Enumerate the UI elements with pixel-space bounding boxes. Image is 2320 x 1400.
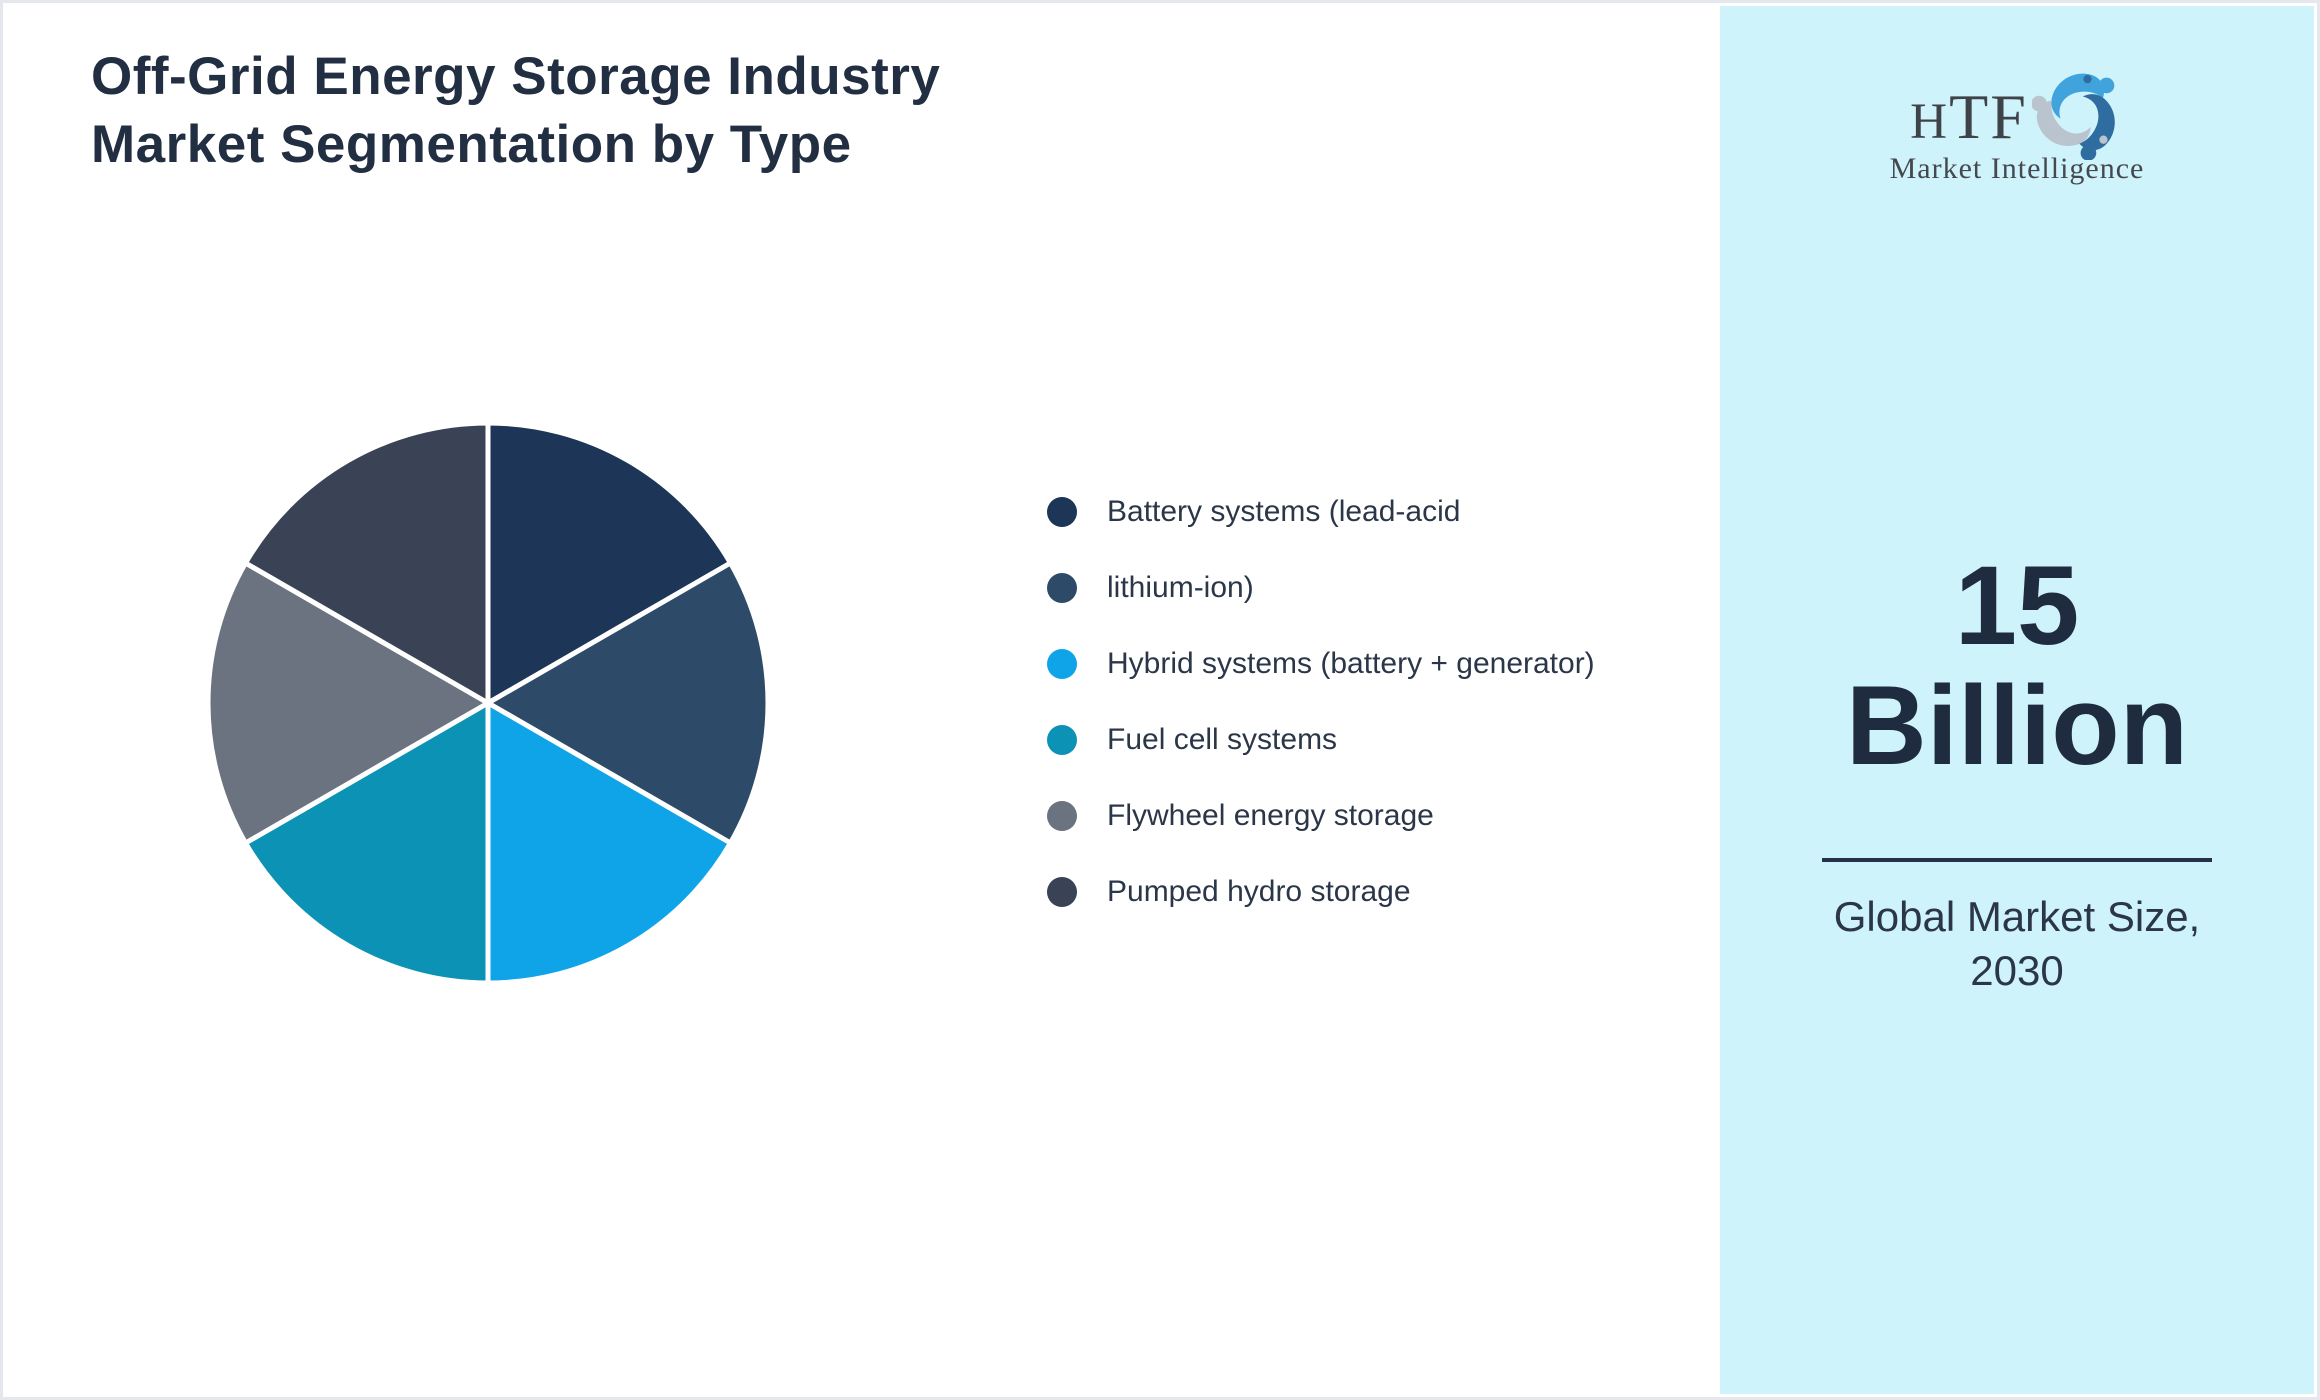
market-size-caption: Global Market Size, 2030 xyxy=(1720,890,2314,998)
market-size-caption-line-2: 2030 xyxy=(1970,947,2064,994)
legend-label: Flywheel energy storage xyxy=(1107,799,1434,832)
htf-logo-subtext: Market Intelligence xyxy=(1889,152,2145,185)
pie-slice-1 xyxy=(485,420,733,706)
legend-label: Battery systems (lead-acid xyxy=(1107,495,1461,528)
page-title-line-1: Off-Grid Energy Storage Industry xyxy=(91,47,941,106)
legend-item-1: Battery systems (lead-acid xyxy=(1047,497,1595,527)
legend-label: Hybrid systems (battery + generator) xyxy=(1107,647,1595,680)
legend-color-dot xyxy=(1047,801,1077,831)
page-title: Off-Grid Energy Storage Industry Market … xyxy=(91,43,940,179)
market-size-caption-line-1: Global Market Size, xyxy=(1833,893,2201,940)
legend-label: Fuel cell systems xyxy=(1107,723,1338,756)
market-size-value: 15 Billion xyxy=(1720,546,2314,786)
htf-logo-text: HTF xyxy=(1910,80,2028,152)
sidebar: HTF xyxy=(1720,6,2314,1394)
pie-slice-4 xyxy=(243,700,491,986)
legend: Battery systems (lead-acid lithium-ion) Hy… xyxy=(1047,497,1595,907)
legend-label: lithium-ion) xyxy=(1107,571,1254,604)
legend-item-5: Flywheel energy storage xyxy=(1047,801,1595,831)
pie-slice-5 xyxy=(205,560,491,846)
legend-color-dot xyxy=(1047,725,1077,755)
legend-item-4: Fuel cell systems xyxy=(1047,725,1595,755)
market-size-value-line-1: 15 xyxy=(1954,543,2080,668)
legend-item-3: Hybrid systems (battery + generator) xyxy=(1047,649,1595,679)
page-title-line-2: Market Segmentation by Type xyxy=(91,115,852,174)
pie-slice-3 xyxy=(485,700,733,986)
legend-color-dot xyxy=(1047,649,1077,679)
legend-color-dot xyxy=(1047,497,1077,527)
htf-logo-swirl-icon xyxy=(2031,73,2115,160)
market-size-value-line-2: Billion xyxy=(1845,663,2189,788)
pie-slice-6 xyxy=(243,420,491,706)
legend-item-6: Pumped hydro storage xyxy=(1047,877,1595,907)
htf-logo: HTF xyxy=(1720,73,2314,186)
divider-line xyxy=(1822,858,2212,862)
pie-chart xyxy=(205,420,771,986)
legend-color-dot xyxy=(1047,573,1077,603)
legend-item-2: lithium-ion) xyxy=(1047,573,1595,603)
legend-color-dot xyxy=(1047,877,1077,907)
legend-label: Pumped hydro storage xyxy=(1107,875,1411,908)
pie-slice-2 xyxy=(485,560,771,846)
